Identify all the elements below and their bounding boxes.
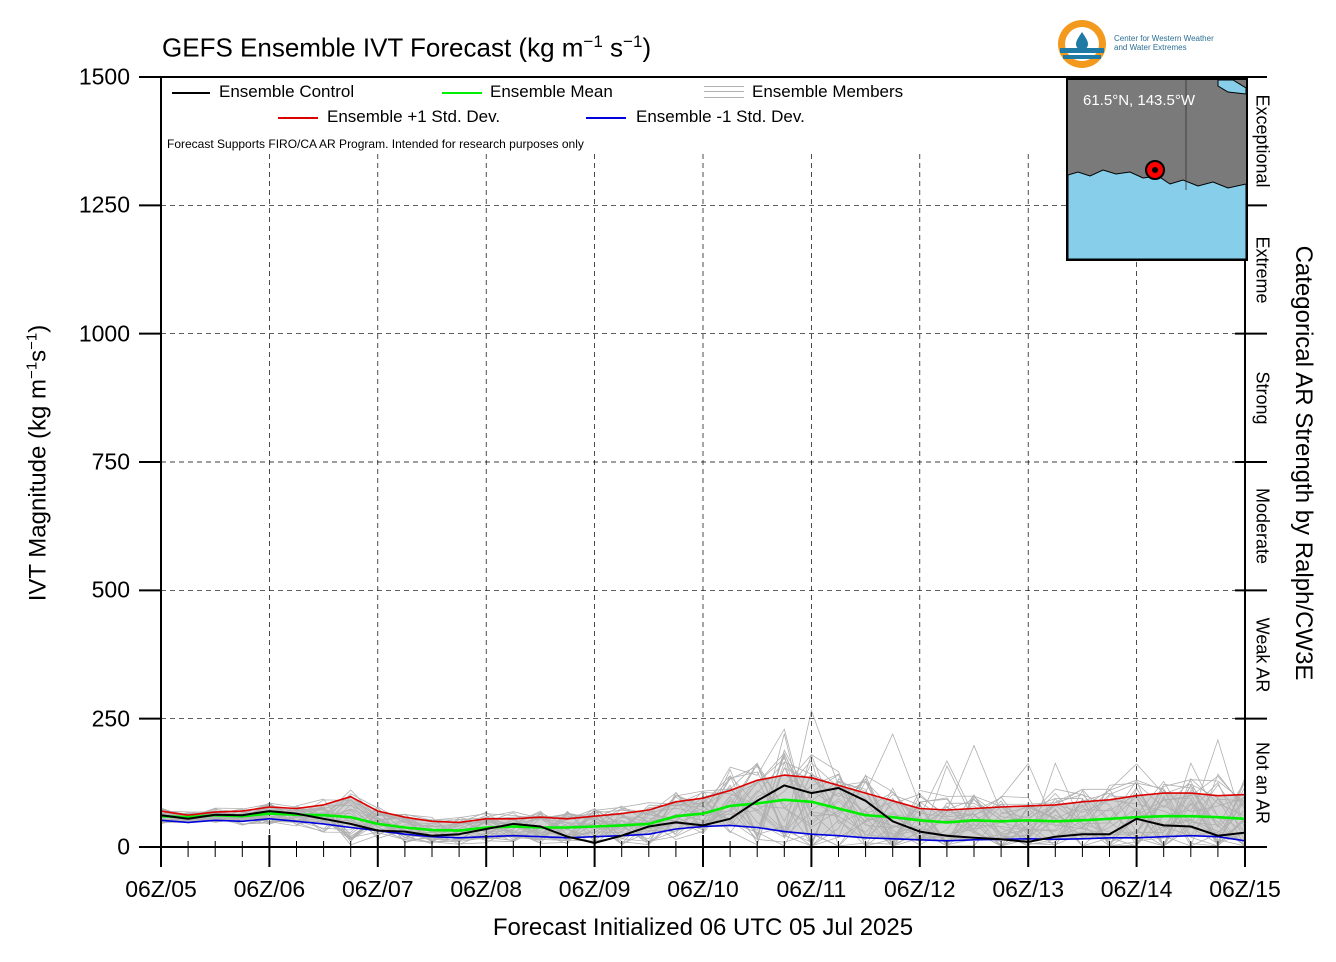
ar-category-label: Moderate bbox=[1252, 488, 1273, 565]
x-tick-label: 06Z/12 bbox=[883, 876, 956, 902]
legend-members-swatch bbox=[704, 86, 744, 98]
legend-control-swatch bbox=[172, 92, 210, 94]
y-tick-label: 1500 bbox=[78, 63, 130, 90]
y-tick-label: 250 bbox=[91, 705, 130, 732]
x-tick-label: 06Z/08 bbox=[450, 876, 522, 902]
series-lines bbox=[160, 774, 1246, 844]
x-tick-label: 06Z/15 bbox=[1209, 876, 1281, 902]
ar-category-label: Strong bbox=[1252, 371, 1273, 425]
x-tick-label: 06Z/10 bbox=[667, 876, 739, 902]
legend-control-label: Ensemble Control bbox=[219, 82, 355, 101]
ar-category-label: Not an AR bbox=[1252, 741, 1273, 824]
location-map-inset: 61.5°N, 143.5°W bbox=[1066, 78, 1248, 261]
disclaimer-note: Forecast Supports FIRO/CA AR Program. In… bbox=[167, 137, 584, 151]
series-control bbox=[160, 784, 1246, 844]
location-map bbox=[1068, 80, 1246, 259]
cw3e-logo: Center for Western Weather and Water Extr… bbox=[1056, 18, 1246, 74]
ensemble-member-line bbox=[160, 780, 1246, 847]
y-tick-label: 750 bbox=[91, 448, 130, 475]
x-tick-label: 06Z/11 bbox=[776, 876, 847, 902]
chart-title: GEFS Ensemble IVT Forecast (kg m−1 s−1) bbox=[162, 32, 652, 63]
legend-plus-swatch bbox=[278, 117, 318, 119]
series-plus-std bbox=[160, 774, 1246, 824]
legend-minus-label: Ensemble -1 Std. Dev. bbox=[636, 107, 805, 126]
x-tick-label: 06Z/06 bbox=[233, 876, 306, 902]
x-axis-label: Forecast Initialized 06 UTC 05 Jul 2025 bbox=[492, 914, 914, 941]
x-tick-label: 06Z/09 bbox=[558, 876, 631, 902]
ensemble-member-line bbox=[160, 744, 1246, 847]
x-tick-label: 06Z/13 bbox=[992, 876, 1064, 902]
logo-text: Center for Western Weather and Water Extr… bbox=[1114, 34, 1214, 52]
x-tick-label: 06Z/07 bbox=[341, 876, 414, 902]
series-minus-std bbox=[160, 818, 1246, 842]
ar-category-label: Exceptional bbox=[1252, 94, 1273, 188]
x-tick-label: 06Z/05 bbox=[125, 876, 197, 902]
legend-mean-swatch bbox=[442, 92, 482, 94]
ar-category-label: Extreme bbox=[1252, 235, 1273, 304]
series-mean bbox=[160, 798, 1246, 832]
legend-minus-swatch bbox=[586, 117, 626, 119]
y-axis-label: IVT Magnitude (kg m−1s−1) bbox=[23, 324, 52, 602]
y-tick-label: 0 bbox=[117, 833, 130, 860]
grid-lines bbox=[161, 154, 1245, 847]
cw3e-logo-icon bbox=[1058, 20, 1106, 68]
legend-plus-label: Ensemble +1 Std. Dev. bbox=[327, 107, 501, 126]
location-coordinates: 61.5°N, 143.5°W bbox=[1083, 92, 1196, 109]
ar-category-label: Weak AR bbox=[1252, 617, 1273, 692]
x-tick-label: 06Z/14 bbox=[1100, 876, 1173, 902]
y-tick-label: 1000 bbox=[78, 320, 130, 347]
legend-mean-label: Ensemble Mean bbox=[490, 82, 613, 101]
legend-members-label: Ensemble Members bbox=[752, 82, 904, 101]
y-tick-label: 500 bbox=[91, 576, 130, 603]
y-tick-label: 1250 bbox=[78, 191, 130, 218]
right-axis-label: Categorical AR Strength by Ralph/CW3E bbox=[1290, 245, 1317, 681]
